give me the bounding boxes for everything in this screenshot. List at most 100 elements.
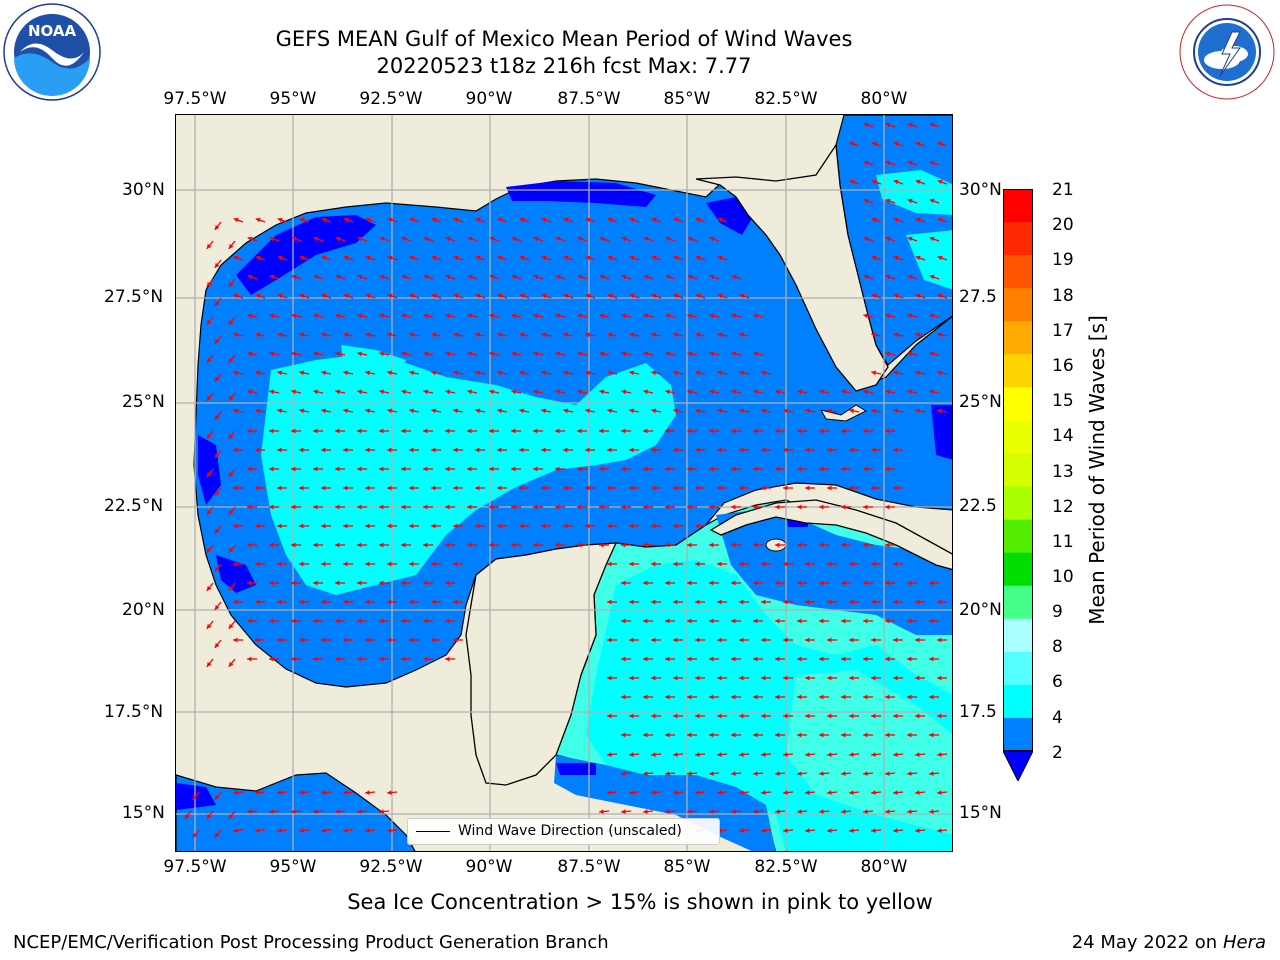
wind-arrow-head — [929, 198, 935, 204]
wind-arrow-head — [577, 542, 582, 548]
wind-arrow-head — [475, 485, 480, 491]
colorbar-label: Mean Period of Wind Waves [s] — [1085, 315, 1109, 625]
calm-patch — [236, 215, 376, 295]
colorbar-tick: 12 — [1052, 497, 1074, 517]
wind-arrow-head — [863, 771, 868, 776]
wind-arrow-head — [929, 313, 934, 319]
wind-arrow-head — [291, 618, 296, 624]
wind-arrow-head — [497, 485, 502, 491]
wind-arrow-head — [621, 389, 626, 395]
lon-label: 85°W — [663, 89, 711, 109]
wind-arrow-head — [555, 351, 560, 357]
wind-arrow-head — [255, 255, 261, 261]
wind-arrow-head — [665, 428, 670, 434]
wind-arrow-head — [475, 332, 480, 338]
wind-arrow-head — [365, 523, 370, 529]
wind-arrow-head — [577, 504, 582, 510]
wind-arrow-head — [709, 694, 714, 700]
wind-arrow-head — [365, 447, 370, 453]
wind-arrow-head — [291, 428, 296, 434]
wind-arrow-head — [497, 217, 503, 223]
wind-arrow-head — [929, 694, 934, 700]
wind-arrow-head — [321, 255, 327, 261]
wind-arrow-head — [937, 790, 942, 795]
wind-arrow-head — [885, 351, 890, 357]
wind-arrow-head — [819, 389, 824, 395]
wind-arrow-head — [299, 332, 304, 338]
wind-arrow-head — [783, 713, 788, 719]
wind-arrow-head — [805, 713, 810, 719]
wind-arrow-head — [753, 466, 758, 472]
wind-arrow-head — [709, 351, 714, 357]
wind-arrow-head — [665, 809, 670, 814]
wind-arrow-head — [228, 281, 234, 287]
wind-arrow-head — [695, 370, 700, 376]
wind-arrow-head — [357, 351, 362, 357]
wind-arrow-head — [775, 389, 780, 395]
wind-arrow-head — [805, 752, 810, 757]
wind-arrow-head — [357, 580, 362, 586]
legend: Wind Wave Direction (unscaled) — [407, 818, 720, 845]
wind-arrow-head — [629, 599, 634, 605]
wind-arrow-head — [863, 618, 868, 624]
wind-arrow-head — [445, 428, 450, 434]
wind-arrow-head — [379, 656, 384, 662]
wind-arrow-head — [206, 243, 212, 249]
wind-arrow-head — [797, 732, 802, 738]
colorbar-box — [1003, 420, 1033, 454]
wind-arrow-head — [885, 428, 890, 434]
wind-arrow-head — [783, 599, 788, 605]
wind-arrow-head — [299, 828, 304, 833]
wind-arrow-head — [797, 580, 802, 586]
wind-arrow-head — [885, 580, 890, 586]
lat-label: 17.5 — [959, 702, 997, 722]
wind-arrow-head — [665, 504, 670, 510]
wind-arrow-head — [401, 274, 407, 280]
wind-arrow-head — [695, 790, 700, 795]
wind-arrow-head — [739, 790, 744, 795]
wind-arrow-head — [629, 293, 635, 299]
wind-arrow-head — [673, 561, 678, 567]
wind-arrow-head — [687, 580, 692, 586]
wind-arrow-head — [673, 599, 678, 605]
wind-arrow-head — [695, 293, 701, 299]
wind-arrow-head — [915, 408, 920, 414]
wind-arrow-head — [753, 656, 758, 662]
wind-arrow-head — [893, 675, 898, 681]
wind-arrow-head — [511, 428, 516, 434]
wind-arrow-head — [599, 236, 605, 242]
wind-arrow-head — [893, 255, 899, 261]
wind-arrow-head — [233, 408, 238, 414]
wind-arrow-head — [423, 236, 429, 242]
wind-arrow-head — [819, 694, 824, 700]
wind-arrow-head — [915, 293, 921, 299]
wind-arrow-head — [717, 293, 723, 299]
wind-arrow-head — [365, 332, 370, 338]
wind-arrow-head — [797, 809, 802, 814]
wind-arrow-head — [379, 542, 384, 548]
wind-arrow-head — [321, 523, 326, 529]
colorbar-box — [1003, 651, 1033, 686]
wind-arrow-head — [929, 122, 935, 128]
colorbar-tick: 21 — [1052, 180, 1074, 200]
wind-arrow-head — [731, 732, 736, 738]
wind-arrow-head — [775, 580, 780, 586]
wind-arrow-head — [651, 255, 657, 261]
wind-arrow-head — [907, 160, 913, 166]
wind-arrow-head — [827, 599, 832, 605]
wind-arrow-head — [409, 293, 415, 299]
wind-arrow-head — [387, 637, 392, 643]
wind-arrow-head — [277, 790, 282, 795]
wind-arrow-head — [849, 179, 855, 185]
wind-arrow-head — [607, 370, 612, 376]
colorbar-tick: 11 — [1052, 532, 1074, 552]
wind-arrow-head — [313, 504, 318, 510]
lon-label: 95°W — [269, 89, 317, 109]
wind-arrow-head — [717, 790, 722, 795]
wind-arrow-head — [665, 236, 671, 242]
wind-arrow-head — [761, 828, 766, 833]
wind-arrow-head — [228, 357, 234, 363]
wind-arrow-head — [893, 370, 898, 376]
wind-arrow-head — [673, 217, 679, 223]
wind-arrow-head — [827, 752, 832, 757]
